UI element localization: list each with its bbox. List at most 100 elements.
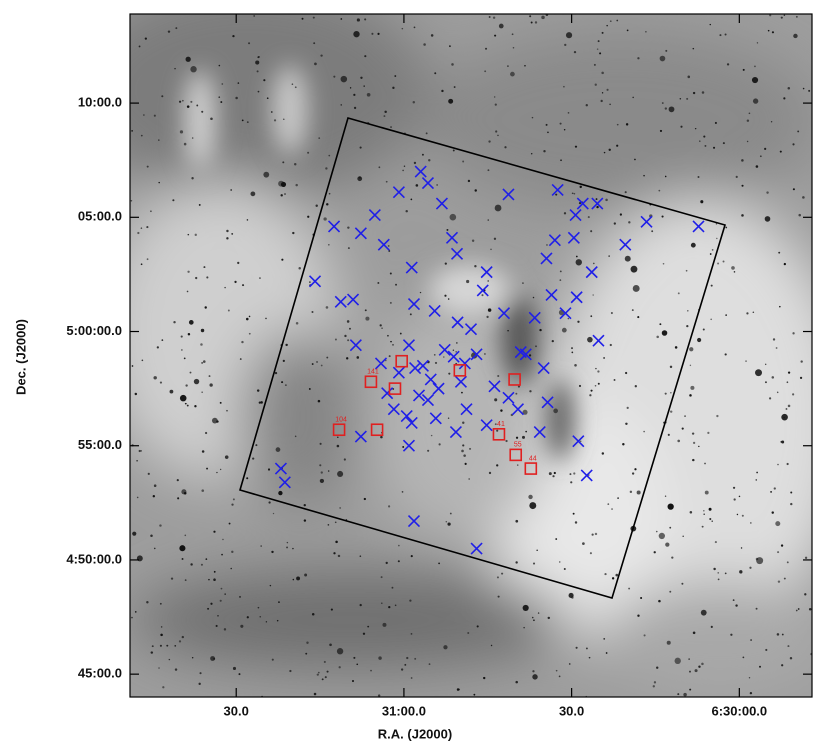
star: [333, 75, 336, 78]
star: [359, 603, 362, 607]
star: [587, 336, 593, 343]
star: [749, 691, 753, 695]
star: [783, 97, 786, 100]
point-label: 41: [497, 421, 505, 428]
star: [443, 356, 445, 358]
star: [210, 602, 213, 605]
y-tick-label: 10:00.0: [78, 95, 122, 110]
star: [394, 75, 397, 77]
star: [394, 604, 397, 607]
x-marker: [464, 323, 478, 336]
star: [226, 229, 229, 233]
star: [206, 467, 209, 470]
star: [778, 251, 781, 254]
star: [289, 669, 292, 673]
star: [232, 498, 235, 501]
star: [486, 315, 489, 319]
star: [246, 616, 249, 619]
x-marker: [449, 425, 462, 439]
star: [755, 369, 762, 377]
star: [572, 512, 575, 515]
star: [733, 271, 736, 273]
star: [735, 604, 738, 607]
star: [771, 31, 775, 34]
star: [265, 621, 268, 623]
star: [559, 122, 562, 125]
star: [248, 332, 251, 335]
star: [159, 602, 162, 605]
star: [333, 552, 336, 555]
star: [468, 478, 471, 480]
star: [748, 112, 751, 115]
star: [779, 150, 782, 153]
star: [337, 470, 344, 478]
star: [379, 324, 382, 327]
star: [174, 67, 176, 70]
star: [797, 130, 800, 133]
star: [201, 391, 203, 393]
star: [711, 249, 714, 251]
square-marker: [370, 423, 384, 437]
star: [156, 346, 159, 349]
star: [703, 509, 705, 512]
star: [206, 276, 209, 279]
star: [328, 192, 331, 195]
star: [537, 612, 540, 614]
star: [158, 139, 160, 141]
star: [267, 468, 271, 471]
star: [664, 175, 667, 178]
star: [461, 391, 463, 394]
x-tick-label: 6:30:00.0: [711, 703, 767, 718]
star: [790, 491, 793, 494]
star: [304, 573, 308, 577]
x-marker: [470, 348, 483, 361]
star: [286, 546, 289, 549]
star: [198, 682, 201, 686]
star: [326, 356, 329, 359]
x-marker: [454, 375, 468, 388]
star: [406, 656, 409, 660]
star: [793, 33, 798, 39]
star: [474, 265, 477, 268]
star: [216, 471, 218, 474]
star: [438, 443, 441, 446]
square-marker: [395, 354, 408, 368]
star: [144, 37, 147, 40]
star: [215, 624, 218, 627]
star: [512, 47, 515, 49]
star: [692, 47, 695, 50]
star: [402, 446, 405, 448]
star: [260, 401, 263, 404]
star: [158, 181, 160, 184]
star: [496, 464, 499, 467]
star: [462, 444, 465, 447]
star: [756, 42, 759, 44]
star: [183, 492, 187, 495]
star: [337, 554, 341, 558]
x-tick-label: 30.0: [559, 703, 584, 718]
star: [178, 100, 182, 103]
star: [687, 310, 689, 312]
star: [401, 491, 404, 493]
point-label: 104: [335, 417, 347, 424]
star: [634, 158, 636, 161]
star: [199, 672, 202, 675]
star: [488, 471, 492, 475]
star: [711, 520, 713, 522]
star: [658, 189, 661, 192]
x-marker: [354, 227, 367, 240]
star: [364, 18, 367, 21]
star: [755, 557, 759, 561]
x-marker: [428, 304, 441, 318]
y-tick-label: 55:00.0: [78, 437, 122, 452]
star: [167, 30, 171, 33]
star: [295, 183, 298, 187]
x-marker: [511, 403, 525, 416]
star: [674, 346, 678, 349]
star: [795, 609, 798, 612]
star: [773, 487, 776, 490]
star: [701, 91, 705, 94]
star: [136, 496, 139, 499]
star: [316, 361, 318, 363]
